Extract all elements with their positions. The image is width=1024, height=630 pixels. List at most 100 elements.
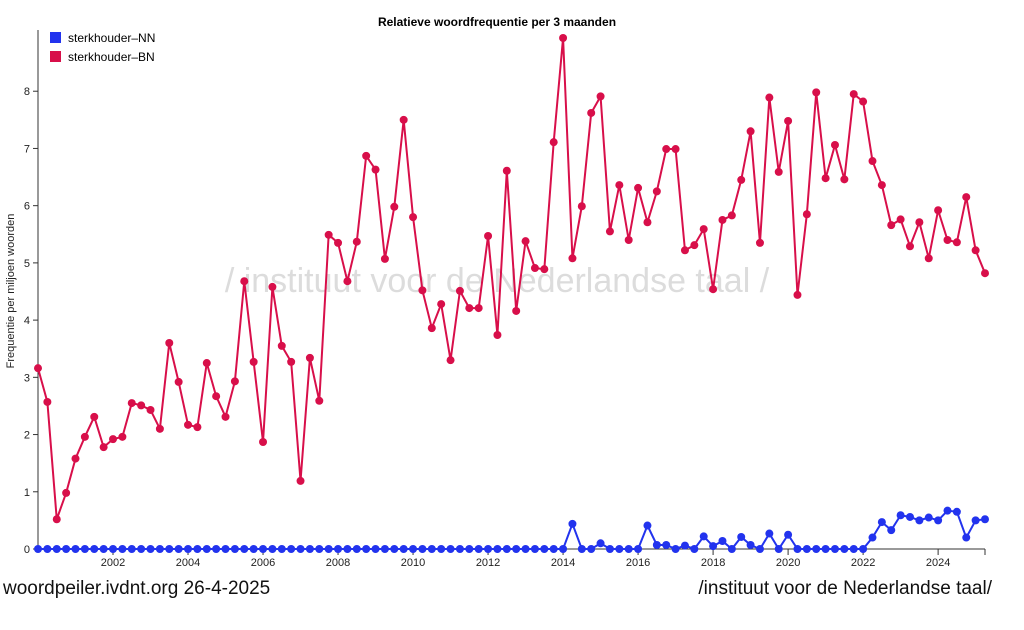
data-point [305,353,314,362]
data-point [184,420,193,429]
data-point [746,540,755,549]
data-point [596,539,605,548]
data-point [202,359,211,368]
data-point [971,516,980,525]
data-point [334,545,343,553]
data-point [62,545,71,553]
data-point [193,423,202,432]
legend-swatch-bn [50,51,61,62]
data-point [793,545,802,553]
data-point [230,545,239,553]
y-tick-label: 8 [24,86,30,98]
data-point [512,306,521,315]
data-point [521,237,530,246]
data-point [90,412,99,421]
data-point [596,92,605,101]
data-point [249,357,258,366]
x-tick-label: 2012 [476,557,500,569]
data-point [952,507,961,516]
data-point [399,115,408,124]
y-axis-label: Frequentie per miljoen woorden [5,214,17,369]
data-point [559,545,568,553]
data-point [981,269,989,278]
data-point [849,545,858,553]
data-point [80,432,89,441]
data-point [887,221,896,230]
data-point [80,545,89,553]
data-point [540,265,549,274]
data-point [146,545,155,553]
data-point [934,206,943,215]
legend-swatch-nn [50,32,61,43]
data-point [737,532,746,541]
x-tick-label: 2018 [701,557,725,569]
data-point [427,545,436,553]
data-point [165,339,174,347]
data-point [727,545,736,553]
data-point [52,545,61,553]
data-point [118,432,127,441]
data-point [530,545,539,553]
data-point [390,202,399,211]
data-point [493,330,502,339]
data-point [952,238,961,247]
data-point [99,545,108,553]
data-point [371,165,380,174]
data-point [765,529,774,538]
data-point [259,545,268,553]
data-point [765,93,774,102]
data-point [868,157,877,166]
legend: sterkhouder–NN sterkhouder–BN [50,31,155,64]
data-point [109,435,118,444]
data-point [943,236,952,244]
data-point [962,193,971,202]
data-point [680,246,689,255]
footer-institute: /instituut voor de Nederlandse taal/ [698,578,992,599]
data-point [690,241,699,250]
data-point [174,377,183,386]
data-point [840,545,849,553]
data-point [859,545,868,553]
data-point [146,405,155,414]
data-point [474,545,483,553]
data-point [784,116,793,125]
data-point [549,138,558,147]
x-tick-label: 2002 [101,557,125,569]
data-point [268,545,277,553]
data-point [193,545,202,553]
legend-label-nn: sterkhouder–NN [68,31,155,45]
watermark: / instituut voor de Nederlandse taal / [225,262,770,300]
data-point [296,545,305,553]
data-point [812,545,821,553]
data-point [971,246,980,255]
data-point [634,183,643,192]
data-point [802,545,811,553]
data-point [802,210,811,219]
x-tick-label: 2016 [626,557,650,569]
data-point [155,545,164,553]
x-tick-label: 2022 [851,557,875,569]
data-point [399,545,408,553]
data-point [315,396,324,405]
data-point [62,488,71,497]
data-point [230,377,239,386]
data-point [662,145,671,154]
data-point [709,285,718,294]
data-point [446,356,455,365]
data-point [43,545,52,553]
data-point [540,545,549,553]
data-point [43,397,52,406]
data-point [184,545,193,553]
data-point [605,545,614,553]
data-point [905,242,914,251]
x-tick-label: 2010 [401,557,425,569]
x-tick-label: 2020 [776,557,800,569]
data-point [793,290,802,299]
data-point [277,545,286,553]
data-point [549,545,558,553]
data-point [343,277,352,286]
y-tick-label: 7 [24,143,30,155]
data-point [212,545,221,553]
data-point [455,286,464,295]
data-point [587,108,596,117]
